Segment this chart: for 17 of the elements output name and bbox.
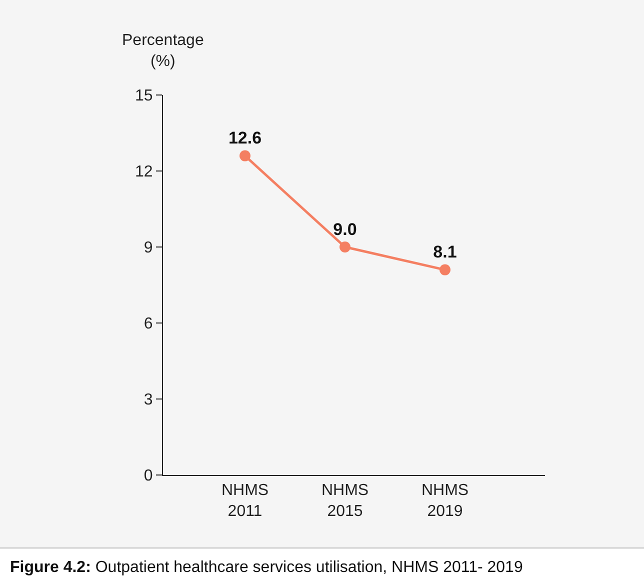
y-tick-label: 0 (144, 468, 153, 485)
point (440, 264, 450, 276)
y-tick-label: 12 (135, 164, 153, 181)
text: 8.1 (433, 242, 457, 262)
point (340, 242, 350, 252)
y-tick-label: 6 (144, 316, 153, 333)
y-axis-title: Percentage (%) (122, 32, 204, 70)
x-tick-label: NHMS 2015 (321, 482, 369, 520)
x-tick-label: NHMS 2019 (421, 482, 469, 520)
text: 12.6 (228, 128, 262, 148)
caption: Figure 4.2: Outpatient healthcare services utilisation, NHMS 2011- 2019 (10, 559, 523, 576)
y-tick-label: 9 (144, 240, 153, 257)
y-tick-label: 15 (135, 88, 153, 105)
y-tick-label: 3 (144, 392, 153, 409)
point (240, 150, 250, 162)
text: 9.0 (333, 220, 357, 239)
x-tick-label: NHMS 2011 (221, 482, 269, 520)
